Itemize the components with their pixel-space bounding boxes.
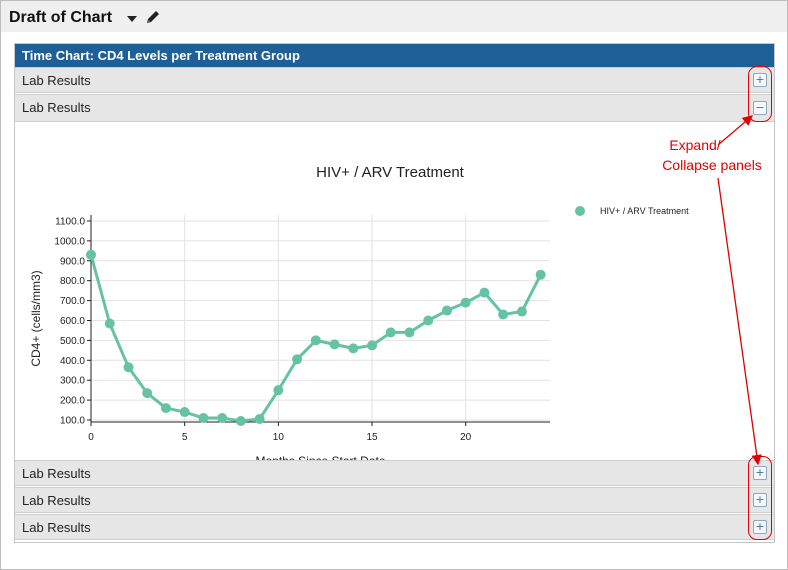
lab-results-panel-4[interactable]: Lab Results + — [15, 487, 774, 513]
time-chart: 100.0 200.0 300.0 400.0 500.0 600.0 700.0 800.0… — [29, 164, 689, 460]
data-point — [104, 318, 115, 329]
data-point — [498, 309, 509, 320]
y-tick-label: 400.0 — [60, 356, 85, 367]
collapse-icon[interactable]: − — [753, 101, 767, 115]
y-tick-label: 1000.0 — [54, 236, 85, 247]
data-point — [198, 413, 209, 424]
x-tick-label: 15 — [366, 432, 378, 443]
data-point — [329, 339, 340, 350]
lab-results-panel-2[interactable]: Lab Results − — [15, 94, 774, 122]
data-point — [367, 340, 378, 351]
data-point — [423, 315, 434, 326]
panel-label: Lab Results — [22, 100, 91, 115]
chart-title-heading: Draft of Chart — [9, 9, 113, 26]
highlight-box-top — [748, 66, 772, 122]
data-point — [273, 385, 284, 396]
title-bar: Draft of Chart — [1, 1, 787, 32]
y-tick-label: 500.0 — [60, 336, 85, 347]
annotation-line2: Collapse panels — [662, 157, 762, 173]
data-point — [235, 416, 246, 427]
x-tick-label: 0 — [88, 432, 94, 443]
data-point — [123, 362, 134, 373]
panel-label: Lab Results — [22, 520, 91, 535]
legend-label: HIV+ / ARV Treatment — [600, 206, 689, 216]
panel-label: Lab Results — [22, 493, 91, 508]
legend-marker — [575, 206, 585, 216]
y-tick-label: 700.0 — [60, 296, 85, 307]
data-point — [516, 306, 527, 317]
x-tick-label: 10 — [273, 432, 285, 443]
highlight-box-bottom — [748, 456, 772, 540]
y-axis-label: CD4+ (cells/mm3) — [29, 270, 43, 366]
y-tick-label: 800.0 — [60, 276, 85, 287]
data-point — [292, 354, 303, 365]
panel-label: Lab Results — [22, 73, 91, 88]
data-point — [460, 297, 471, 308]
expand-icon[interactable]: + — [753, 520, 767, 534]
x-tick-label: 5 — [182, 432, 188, 443]
pencil-icon[interactable] — [144, 8, 162, 26]
y-tick-label: 900.0 — [60, 256, 85, 267]
data-point — [310, 335, 321, 346]
chart-title: HIV+ / ARV Treatment — [316, 164, 465, 181]
x-axis-label: Months Since Start Date — [255, 454, 385, 460]
data-point — [385, 327, 396, 338]
y-tick-label: 1100.0 — [55, 216, 85, 227]
expand-icon[interactable]: + — [753, 493, 767, 507]
y-tick-label: 200.0 — [60, 396, 85, 407]
lab-results-panel-3[interactable]: Lab Results + — [15, 460, 774, 486]
annotation-line1: Expand/ — [669, 137, 721, 153]
y-tick-label: 300.0 — [60, 376, 85, 387]
lab-results-panel-1[interactable]: Lab Results + — [15, 67, 774, 93]
chevron-down-icon[interactable] — [127, 16, 137, 22]
expand-icon[interactable]: + — [753, 73, 767, 87]
y-tick-label: 600.0 — [60, 316, 85, 327]
x-tick-label: 20 — [460, 432, 472, 443]
data-point — [348, 343, 359, 354]
data-point — [142, 388, 153, 399]
data-point — [535, 269, 546, 280]
data-point — [479, 287, 490, 298]
lab-results-panel-5[interactable]: Lab Results + — [15, 514, 774, 540]
chart-area: 100.0 200.0 300.0 400.0 500.0 600.0 700.0 800.0… — [15, 122, 774, 460]
data-point — [179, 407, 190, 418]
panel-header-title: Time Chart: CD4 Levels per Treatment Gro… — [22, 48, 300, 63]
data-point — [254, 414, 265, 425]
panel-label: Lab Results — [22, 466, 91, 481]
panel-header: Time Chart: CD4 Levels per Treatment Gro… — [15, 44, 774, 67]
expand-icon[interactable]: + — [753, 466, 767, 480]
data-point — [86, 249, 96, 260]
data-point — [217, 413, 228, 424]
data-point — [404, 327, 415, 338]
data-point — [160, 403, 171, 414]
y-tick-label: 100.0 — [60, 416, 85, 427]
data-point — [441, 305, 452, 316]
